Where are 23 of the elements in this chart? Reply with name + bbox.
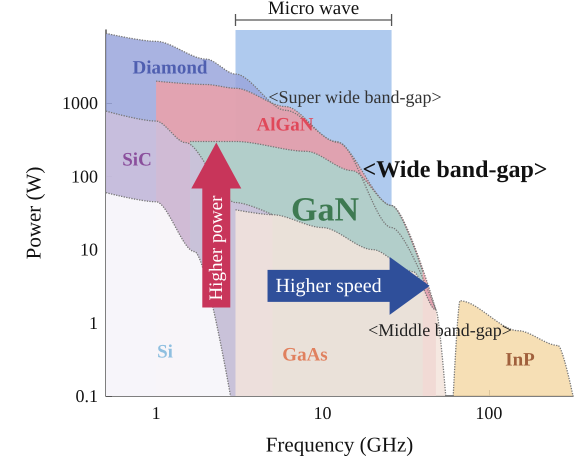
y-tick-label: 10 xyxy=(80,240,98,260)
annotation: SiC xyxy=(122,150,152,170)
band-label: Micro wave xyxy=(268,0,360,19)
y-axis-title: Power (W) xyxy=(22,166,46,260)
annotation: <Wide band-gap> xyxy=(362,157,548,183)
y-tick-label: 100 xyxy=(71,166,98,186)
y-tick-label: 1 xyxy=(89,312,98,333)
annotation: Higher power xyxy=(206,194,227,301)
annotation: Diamond xyxy=(132,58,208,78)
annotation: Higher speed xyxy=(276,274,382,297)
annotation: Si xyxy=(157,342,173,362)
x-tick-label: 100 xyxy=(475,403,502,423)
annotation: GaN xyxy=(291,192,360,228)
y-tick-label: 1000 xyxy=(62,93,98,114)
annotation: <Super wide band-gap> xyxy=(268,87,442,107)
annotation: <Middle band-gap> xyxy=(368,320,512,340)
annotation: AlGaN xyxy=(256,114,314,136)
annotation: GaAs xyxy=(282,344,328,366)
x-tick-label: 10 xyxy=(314,403,332,423)
annotation: InP xyxy=(505,350,536,370)
x-axis-title: Frequency (GHz) xyxy=(266,432,414,456)
x-tick-label: 1 xyxy=(152,403,161,423)
y-tick-label: 0.1 xyxy=(76,386,98,406)
